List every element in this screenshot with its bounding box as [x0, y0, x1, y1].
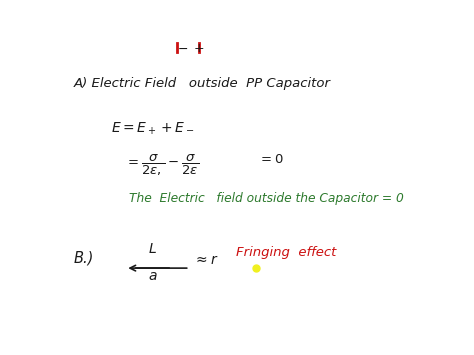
Text: $\approx r$: $\approx r$	[193, 253, 219, 267]
Text: The  Electric   field outside the Capacitor = 0: The Electric field outside the Capacitor…	[129, 192, 404, 204]
Text: $-$: $-$	[177, 42, 188, 55]
Text: B.): B.)	[74, 250, 94, 265]
Text: $E = E_+ + E_-$: $E = E_+ + E_-$	[110, 120, 194, 137]
Text: L: L	[149, 242, 157, 256]
Text: Fringing  effect: Fringing effect	[236, 246, 336, 259]
Text: $= 0$: $= 0$	[258, 153, 283, 166]
Text: A) Electric Field   outside  PP Capacitor: A) Electric Field outside PP Capacitor	[74, 77, 331, 90]
Text: $+$: $+$	[193, 42, 204, 55]
Text: $= \dfrac{\sigma}{2\epsilon,}  - \dfrac{\sigma}{2\epsilon}$: $= \dfrac{\sigma}{2\epsilon,} - \dfrac{\…	[125, 153, 200, 179]
Text: a: a	[149, 269, 157, 283]
